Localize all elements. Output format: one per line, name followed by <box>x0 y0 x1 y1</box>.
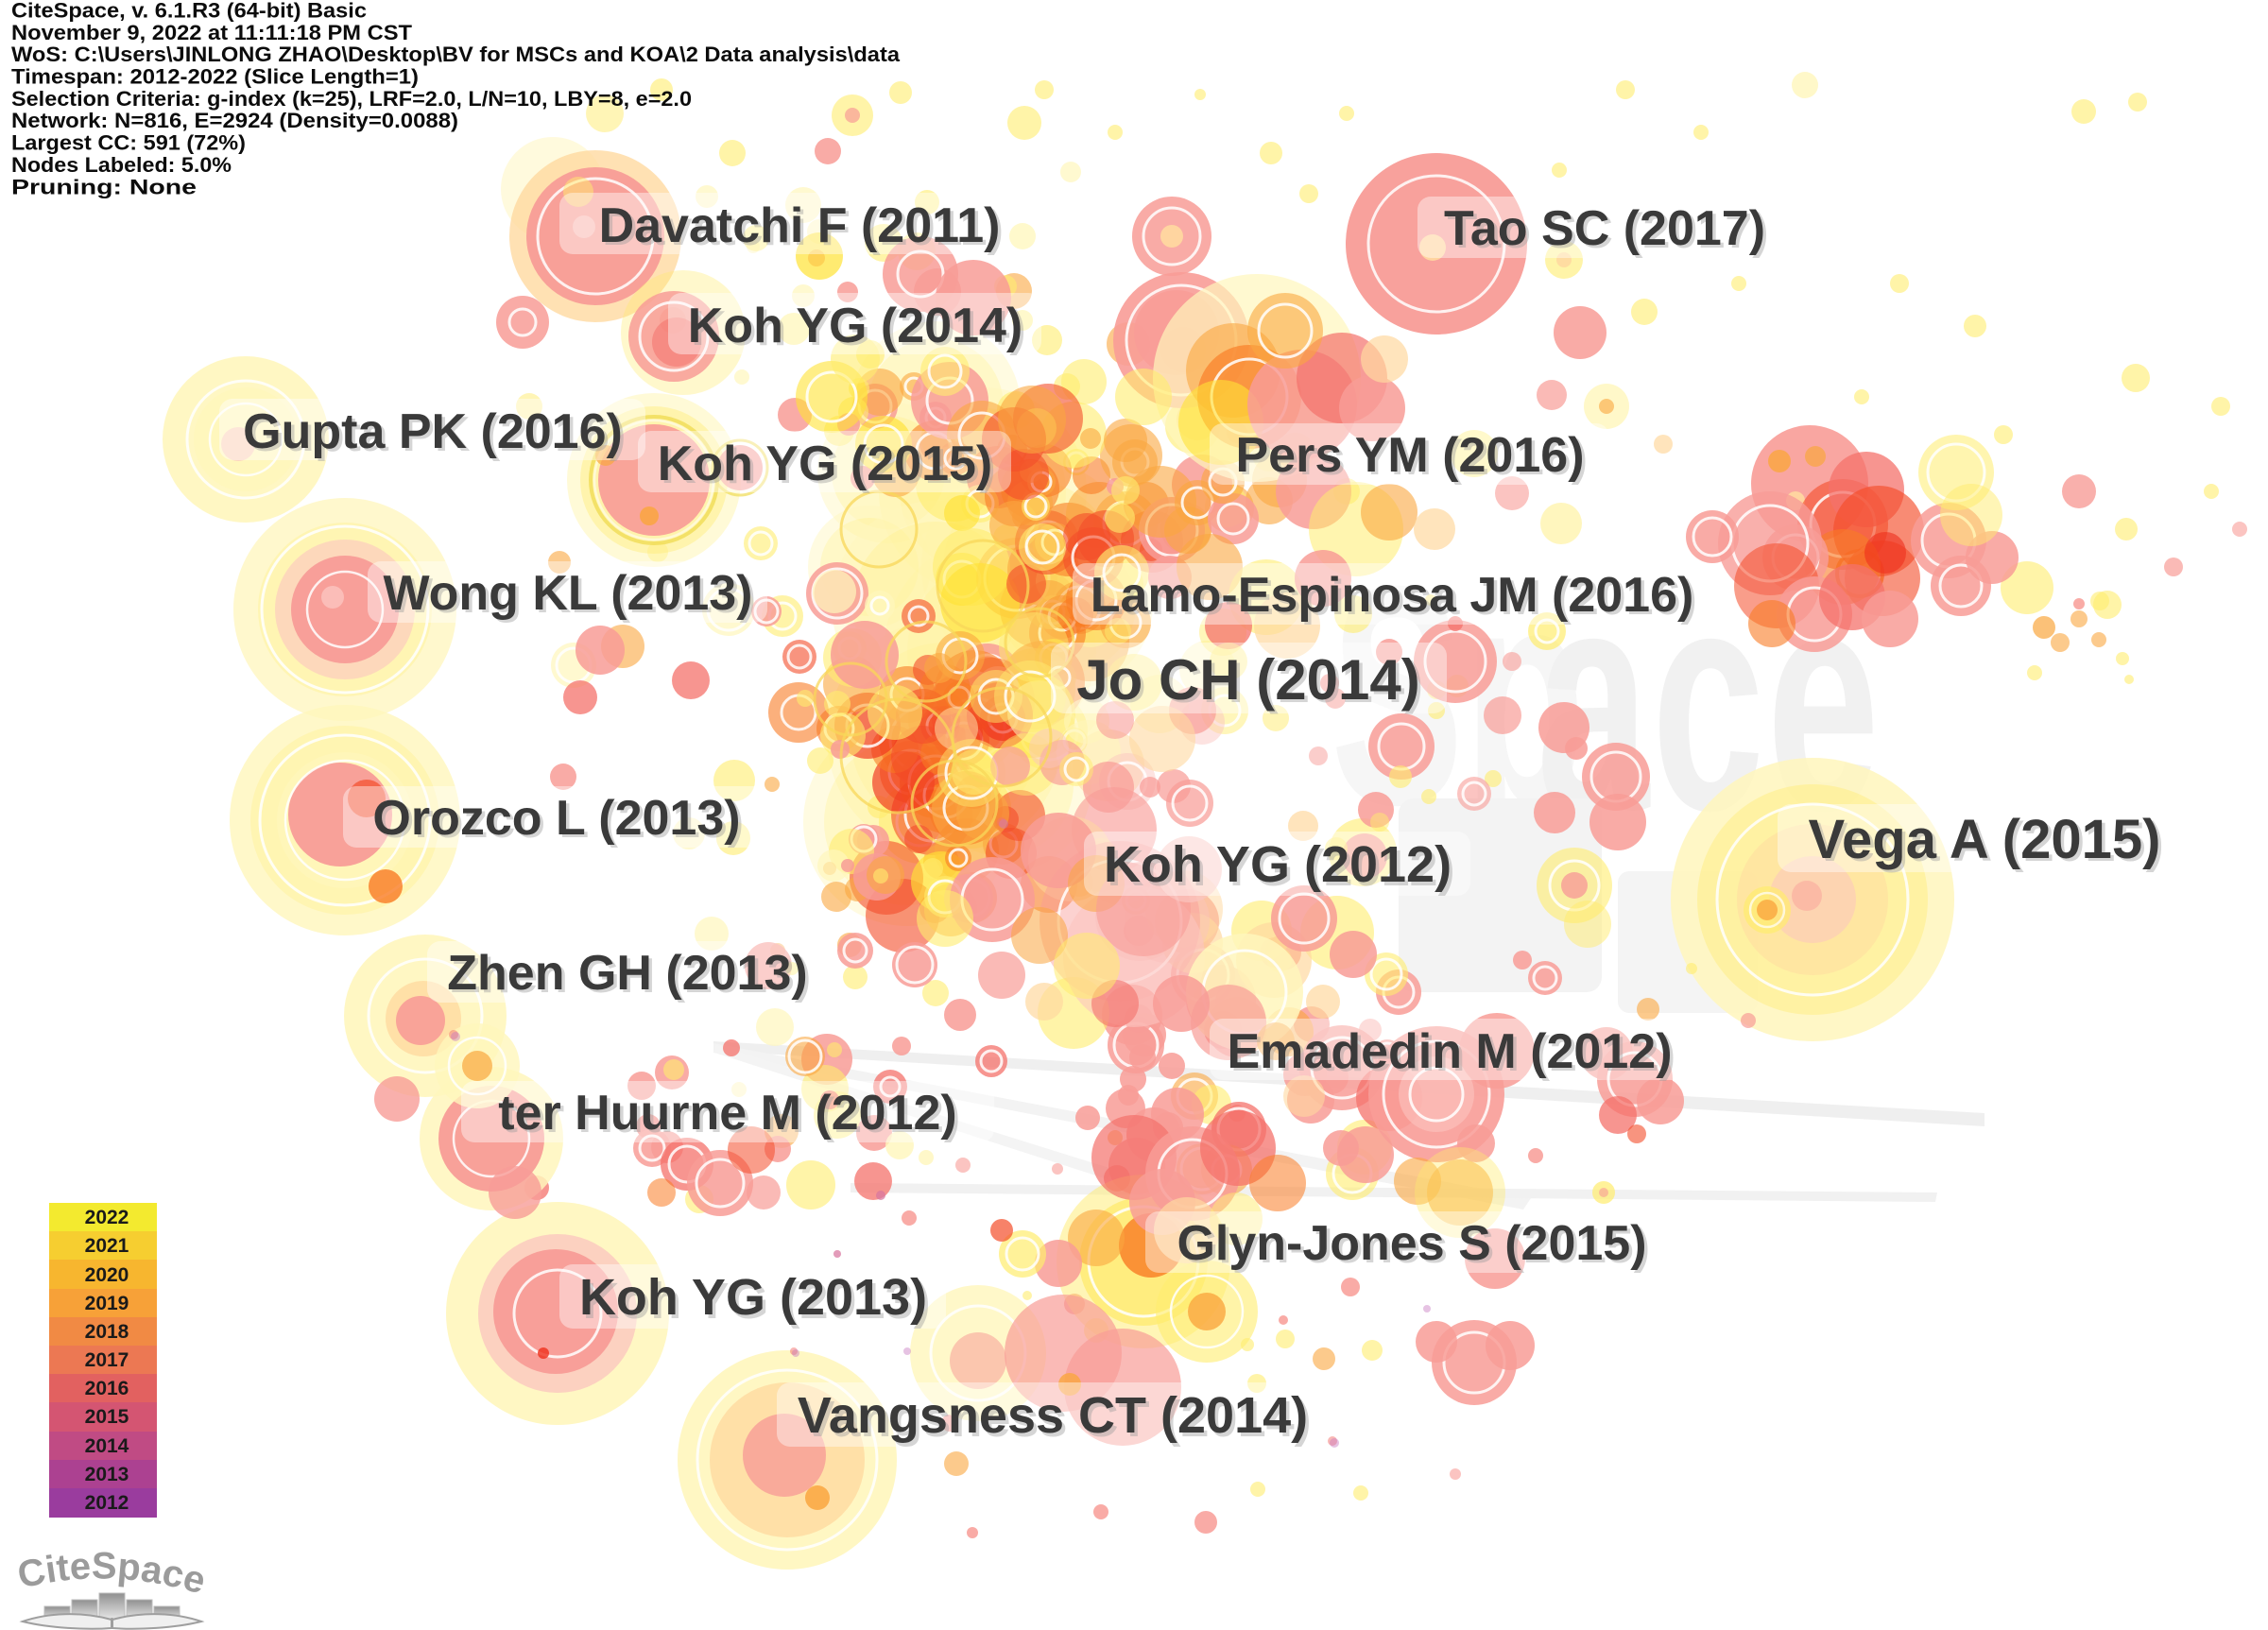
svg-text:2014: 2014 <box>85 1435 129 1457</box>
svg-text:Pruning: None: Pruning: None <box>11 175 197 198</box>
svg-text:2020: 2020 <box>85 1264 129 1286</box>
svg-text:Koh YG (2013): Koh YG (2013) <box>582 1273 930 1330</box>
svg-text:Gupta PK (2016): Gupta PK (2016) <box>247 407 627 462</box>
svg-text:Tao SC (2017): Tao SC (2017) <box>1444 201 1765 256</box>
svg-text:Vega A (2015): Vega A (2015) <box>1812 812 2164 873</box>
svg-text:ter Huurne M (2012): ter Huurne M (2012) <box>498 1086 956 1141</box>
svg-text:Davatchi F (2011): Davatchi F (2011) <box>599 198 1001 253</box>
svg-text:Orozco L (2013): Orozco L (2013) <box>372 791 740 846</box>
svg-text:Vangsness CT (2014): Vangsness CT (2014) <box>798 1387 1308 1444</box>
svg-text:2015: 2015 <box>85 1406 129 1428</box>
svg-text:Glyn-Jones S (2015): Glyn-Jones S (2015) <box>1180 1219 1650 1274</box>
svg-text:2021: 2021 <box>85 1235 129 1257</box>
svg-text:2013: 2013 <box>85 1464 129 1485</box>
svg-text:Tao SC (2017): Tao SC (2017) <box>1447 204 1768 259</box>
svg-text:Selection Criteria: g-index (k: Selection Criteria: g-index (k=25), LRF=… <box>11 87 692 111</box>
svg-text:Wong KL (2013): Wong KL (2013) <box>383 566 752 621</box>
svg-text:Koh YG (2014): Koh YG (2014) <box>691 301 1025 356</box>
svg-text:Orozco L (2013): Orozco L (2013) <box>376 794 744 849</box>
svg-text:CiteSpace, v. 6.1.R3 (64-bit): CiteSpace, v. 6.1.R3 (64-bit) Basic <box>11 0 367 23</box>
svg-text:Timespan: 2012-2022 (Slice Len: Timespan: 2012-2022 (Slice Length=1) <box>11 65 419 89</box>
svg-text:Koh YG (2015): Koh YG (2015) <box>658 437 992 491</box>
svg-text:Vega A (2015): Vega A (2015) <box>1809 809 2161 870</box>
svg-text:ter Huurne M (2012): ter Huurne M (2012) <box>502 1089 960 1143</box>
svg-text:Lamo-Espinosa JM (2016): Lamo-Espinosa JM (2016) <box>1093 571 1697 626</box>
svg-text:Koh YG (2014): Koh YG (2014) <box>688 299 1022 353</box>
svg-text:WoS: C:\Users\JINLONG ZHAO\Des: WoS: C:\Users\JINLONG ZHAO\Desktop\BV fo… <box>11 43 901 66</box>
svg-text:November 9, 2022 at 11:11:18 P: November 9, 2022 at 11:11:18 PM CST <box>11 21 413 44</box>
svg-text:Jo CH (2014): Jo CH (2014) <box>1080 651 1423 714</box>
svg-text:Koh YG (2015): Koh YG (2015) <box>661 439 995 494</box>
svg-text:2016: 2016 <box>85 1378 129 1399</box>
svg-text:Pers YM (2016): Pers YM (2016) <box>1235 428 1584 483</box>
svg-text:Koh YG (2012): Koh YG (2012) <box>1107 840 1454 897</box>
svg-text:2012: 2012 <box>85 1492 129 1514</box>
svg-text:Largest CC: 591 (72%): Largest CC: 591 (72%) <box>11 131 246 155</box>
svg-text:Glyn-Jones S (2015): Glyn-Jones S (2015) <box>1177 1216 1646 1271</box>
svg-text:Network: N=816, E=2924 (Densit: Network: N=816, E=2924 (Density=0.0088) <box>11 109 458 132</box>
svg-text:Davatchi F (2011): Davatchi F (2011) <box>602 201 1004 256</box>
svg-text:Zhen GH (2013): Zhen GH (2013) <box>447 946 807 1001</box>
svg-text:2022: 2022 <box>85 1207 129 1228</box>
svg-text:Emadedin M (2012): Emadedin M (2012) <box>1227 1024 1672 1079</box>
svg-text:Wong KL (2013): Wong KL (2013) <box>387 569 756 624</box>
svg-text:Nodes Labeled: 5.0%: Nodes Labeled: 5.0% <box>11 153 232 177</box>
svg-text:2019: 2019 <box>85 1293 129 1314</box>
svg-text:Koh YG (2012): Koh YG (2012) <box>1104 836 1452 893</box>
svg-text:Emadedin M (2012): Emadedin M (2012) <box>1230 1027 1675 1082</box>
svg-text:Pers YM (2016): Pers YM (2016) <box>1239 431 1588 486</box>
svg-text:2017: 2017 <box>85 1349 129 1371</box>
svg-text:Lamo-Espinosa JM (2016): Lamo-Espinosa JM (2016) <box>1091 568 1694 623</box>
svg-text:Vangsness CT (2014): Vangsness CT (2014) <box>800 1391 1311 1448</box>
svg-text:2018: 2018 <box>85 1321 129 1343</box>
svg-text:Jo CH (2014): Jo CH (2014) <box>1076 648 1419 712</box>
svg-text:Koh YG (2013): Koh YG (2013) <box>579 1269 927 1326</box>
svg-text:Zhen GH (2013): Zhen GH (2013) <box>451 949 811 1004</box>
svg-text:Gupta PK (2016): Gupta PK (2016) <box>243 404 623 459</box>
